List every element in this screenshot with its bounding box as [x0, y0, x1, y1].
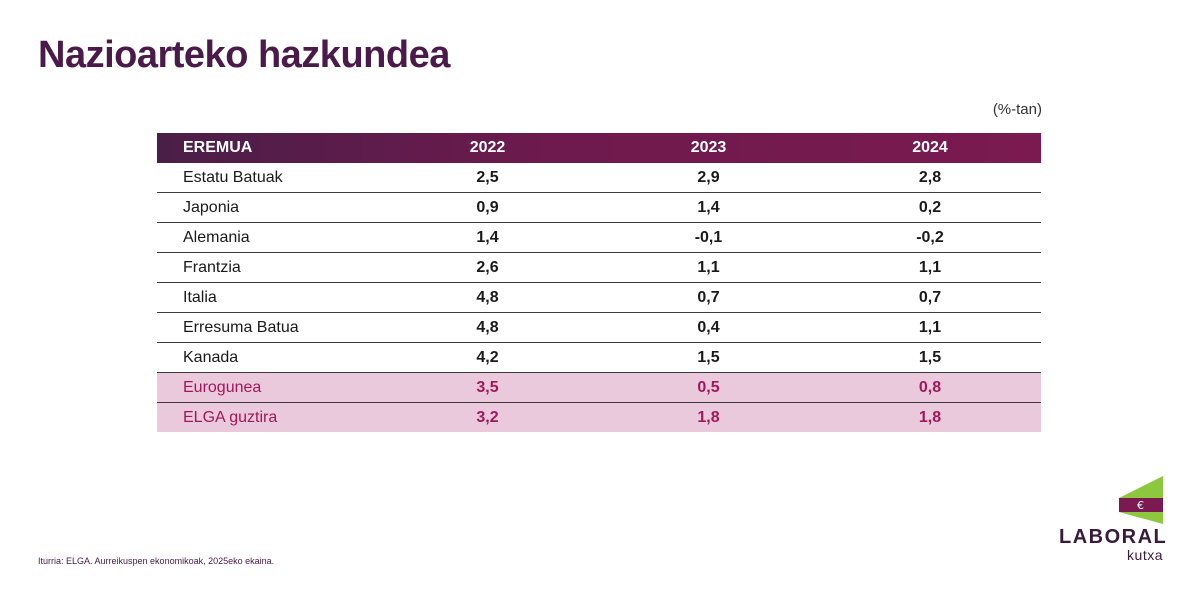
- cell-2024: -0,2: [916, 228, 944, 246]
- row-region: Erresuma Batua: [183, 318, 299, 336]
- logo-wordmark: LABORAL: [1059, 526, 1168, 548]
- cell-2023: 1,4: [697, 198, 720, 216]
- header-region: EREMUA: [183, 139, 253, 156]
- table-row-eurozone: Eurogunea 3,5 0,5 0,8: [157, 372, 1041, 403]
- cell-2022: 0,9: [476, 198, 499, 216]
- cell-2022: 4,2: [476, 348, 499, 366]
- cell-2023: 0,4: [697, 318, 720, 336]
- cell-2023: 1,5: [697, 348, 720, 366]
- cell-2023: 0,5: [697, 378, 720, 396]
- table-row: Erresuma Batua 4,8 0,4 1,1: [157, 313, 1041, 343]
- cell-2024: 1,8: [918, 408, 942, 426]
- table-header-row: EREMUA 2022 2023 2024: [157, 133, 1041, 163]
- table-row: Alemania 1,4 -0,1 -0,2: [157, 223, 1041, 253]
- growth-table: EREMUA 2022 2023 2024 Estatu Batuak 2,5 …: [157, 133, 1041, 432]
- unit-label: (%-tan): [992, 101, 1042, 118]
- page-title: Nazioarteko hazkundea: [38, 34, 450, 76]
- table-row: Frantzia 2,6 1,1 1,1: [157, 253, 1041, 283]
- brand-logo: € LABORAL kutxa: [1055, 476, 1167, 566]
- cell-2022: 2,5: [476, 168, 499, 186]
- cell-2024: 2,8: [918, 168, 942, 186]
- cell-2022: 1,4: [476, 228, 499, 246]
- logo-mark-icon: €: [1119, 476, 1163, 524]
- row-region: Eurogunea: [183, 378, 262, 396]
- cell-2023: 2,9: [697, 168, 720, 186]
- row-region: Frantzia: [183, 258, 241, 276]
- cell-2022: 3,5: [476, 378, 499, 396]
- table-row: Italia 4,8 0,7 0,7: [157, 283, 1041, 313]
- header-2023: 2023: [690, 139, 727, 156]
- cell-2024: 0,2: [918, 198, 942, 216]
- table-row-oecd-total: ELGA guztira 3,2 1,8 1,8: [157, 402, 1041, 432]
- cell-2022: 4,8: [476, 318, 499, 336]
- cell-2024: 0,7: [918, 288, 942, 306]
- row-region: ELGA guztira: [183, 408, 278, 426]
- cell-2022: 3,2: [476, 408, 499, 426]
- cell-2024: 1,1: [918, 258, 942, 276]
- row-region: Estatu Batuak: [183, 168, 283, 186]
- cell-2024: 0,8: [918, 378, 942, 396]
- cell-2022: 2,6: [476, 258, 499, 276]
- source-note: Iturria: ELGA. Aurreikuspen ekonomikoak,…: [38, 556, 275, 566]
- table-row: Kanada 4,2 1,5 1,5: [157, 343, 1041, 373]
- cell-2024: 1,5: [918, 348, 942, 366]
- header-2024: 2024: [912, 139, 948, 156]
- cell-2023: 0,7: [697, 288, 720, 306]
- cell-2024: 1,1: [918, 318, 942, 336]
- table-row: Japonia 0,9 1,4 0,2: [157, 193, 1041, 223]
- row-region: Italia: [183, 288, 217, 306]
- row-region: Japonia: [183, 198, 240, 216]
- cell-2023: 1,1: [697, 258, 720, 276]
- logo-subword: kutxa: [1127, 547, 1163, 563]
- cell-2023: 1,8: [697, 408, 720, 426]
- cell-2023: -0,1: [694, 228, 723, 246]
- cell-2022: 4,8: [476, 288, 499, 306]
- header-2022: 2022: [469, 139, 506, 156]
- row-region: Kanada: [183, 348, 239, 366]
- table-row: Estatu Batuak 2,5 2,9 2,8: [157, 163, 1041, 193]
- row-region: Alemania: [183, 228, 250, 246]
- svg-text:€: €: [1137, 499, 1144, 512]
